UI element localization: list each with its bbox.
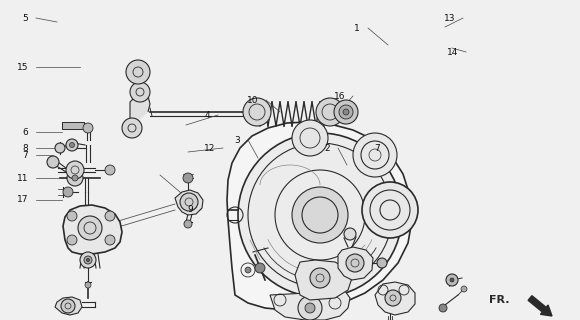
Circle shape [446,274,458,286]
Circle shape [377,258,387,268]
Circle shape [255,263,265,273]
Polygon shape [375,282,415,315]
Circle shape [67,235,77,245]
Polygon shape [175,190,203,215]
Circle shape [183,173,193,183]
Text: 15: 15 [16,62,28,71]
Circle shape [305,303,315,313]
Text: 10: 10 [246,95,258,105]
Text: 12: 12 [204,143,215,153]
Circle shape [72,175,78,181]
Circle shape [70,142,74,148]
Circle shape [80,252,96,268]
Circle shape [61,299,75,313]
Circle shape [105,211,115,221]
Circle shape [339,105,353,119]
Circle shape [245,267,251,273]
Circle shape [362,182,418,238]
Circle shape [180,193,198,211]
Circle shape [310,268,330,288]
Circle shape [461,286,467,292]
Circle shape [344,228,356,240]
Text: 1: 1 [354,23,360,33]
Circle shape [63,187,73,197]
Polygon shape [63,205,122,254]
Bar [62,122,84,129]
Circle shape [353,133,397,177]
Polygon shape [55,297,82,315]
Circle shape [450,278,454,282]
Text: 17: 17 [16,196,28,204]
Circle shape [238,133,402,297]
Circle shape [243,98,271,126]
Text: 9: 9 [187,205,193,214]
Circle shape [439,304,447,312]
Circle shape [343,109,349,115]
Text: 14: 14 [447,47,458,57]
Circle shape [292,120,328,156]
Text: 3: 3 [234,135,240,145]
FancyArrow shape [528,296,552,316]
Text: 11: 11 [16,173,28,182]
Circle shape [66,139,78,151]
Circle shape [85,282,91,288]
Polygon shape [295,260,352,300]
Circle shape [78,216,102,240]
Circle shape [67,211,77,221]
Circle shape [86,259,89,261]
Circle shape [83,123,93,133]
Text: 8: 8 [22,143,28,153]
Polygon shape [227,122,412,310]
Circle shape [66,161,84,179]
Polygon shape [130,94,150,128]
Text: 13: 13 [444,13,455,22]
Circle shape [130,82,150,102]
Circle shape [67,170,83,186]
Circle shape [126,60,150,84]
Circle shape [84,256,92,264]
Circle shape [105,235,115,245]
Circle shape [298,296,322,320]
Polygon shape [270,291,350,320]
Circle shape [316,98,344,126]
Circle shape [346,254,364,272]
Text: 7: 7 [22,150,28,159]
Circle shape [334,100,358,124]
Text: 16: 16 [334,92,345,100]
Text: 7: 7 [374,143,380,153]
Text: 6: 6 [22,127,28,137]
Text: 5: 5 [22,13,28,22]
Text: 2: 2 [324,143,330,153]
Circle shape [385,290,401,306]
Circle shape [47,156,59,168]
Polygon shape [338,247,373,280]
Circle shape [184,220,192,228]
Circle shape [122,118,142,138]
Text: 4: 4 [204,110,210,119]
Circle shape [55,143,65,153]
Text: FR.: FR. [490,295,510,305]
Circle shape [105,165,115,175]
Circle shape [292,187,348,243]
